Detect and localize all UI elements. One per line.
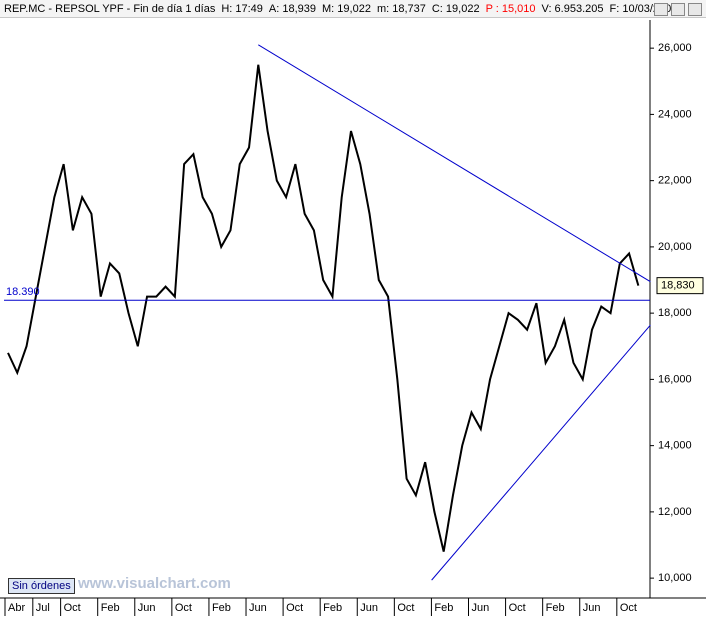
x-tick-label: Jun bbox=[138, 602, 156, 614]
watermark: www.visualchart.com bbox=[78, 575, 231, 592]
orders-button[interactable]: Sin órdenes bbox=[8, 578, 75, 594]
maximize-button[interactable] bbox=[671, 3, 685, 16]
header-item: P : 15,010 bbox=[485, 3, 536, 15]
price-line bbox=[7, 64, 640, 552]
header: REP.MC - REPSOL YPF - Fin de día 1 días H… bbox=[0, 0, 706, 18]
header-item: REP.MC - REPSOL YPF - Fin de día 1 días bbox=[4, 3, 216, 15]
x-tick-label: Feb bbox=[323, 602, 342, 614]
x-tick-label: Oct bbox=[286, 602, 303, 614]
x-tick-label: Abr bbox=[8, 602, 25, 614]
x-tick-label: Oct bbox=[397, 602, 414, 614]
y-tick-label: 16,000 bbox=[658, 373, 692, 385]
last-price-box bbox=[656, 277, 704, 295]
x-tick-label: Oct bbox=[64, 602, 81, 614]
trend-line bbox=[258, 44, 651, 283]
support-label: 18.390 bbox=[6, 286, 40, 298]
header-item: M: 19,022 bbox=[322, 3, 371, 15]
last-price-label: 18,830 bbox=[661, 280, 695, 292]
x-tick-label: Jun bbox=[249, 602, 267, 614]
trend-line bbox=[431, 324, 651, 581]
x-tick-label: Oct bbox=[620, 602, 637, 614]
y-tick-label: 12,000 bbox=[658, 506, 692, 518]
y-tick-label: 18,000 bbox=[658, 307, 692, 319]
close-button[interactable] bbox=[688, 3, 702, 16]
x-tick-label: Feb bbox=[546, 602, 565, 614]
x-tick-label: Oct bbox=[509, 602, 526, 614]
x-tick-label: Jun bbox=[472, 602, 490, 614]
y-tick-label: 26,000 bbox=[658, 42, 692, 54]
header-item: V: 6.953.205 bbox=[541, 3, 604, 15]
y-tick-label: 24,000 bbox=[658, 108, 692, 120]
x-tick-label: Jul bbox=[36, 602, 50, 614]
header-item: A: 18,939 bbox=[268, 3, 317, 15]
header-item: m: 18,737 bbox=[376, 3, 426, 15]
x-tick-label: Feb bbox=[434, 602, 453, 614]
minimize-button[interactable] bbox=[654, 3, 668, 16]
x-tick-label: Jun bbox=[360, 602, 378, 614]
y-tick-label: 22,000 bbox=[658, 175, 692, 187]
x-tick-label: Feb bbox=[212, 602, 231, 614]
header-item: C: 19,022 bbox=[431, 3, 480, 15]
window-buttons bbox=[654, 3, 702, 16]
y-tick-label: 10,000 bbox=[658, 572, 692, 584]
y-tick-label: 20,000 bbox=[658, 241, 692, 253]
x-tick-label: Feb bbox=[101, 602, 120, 614]
header-item: H: 17:49 bbox=[221, 3, 263, 15]
x-tick-label: Jun bbox=[583, 602, 601, 614]
x-tick-label: Oct bbox=[175, 602, 192, 614]
y-tick-label: 14,000 bbox=[658, 440, 692, 452]
